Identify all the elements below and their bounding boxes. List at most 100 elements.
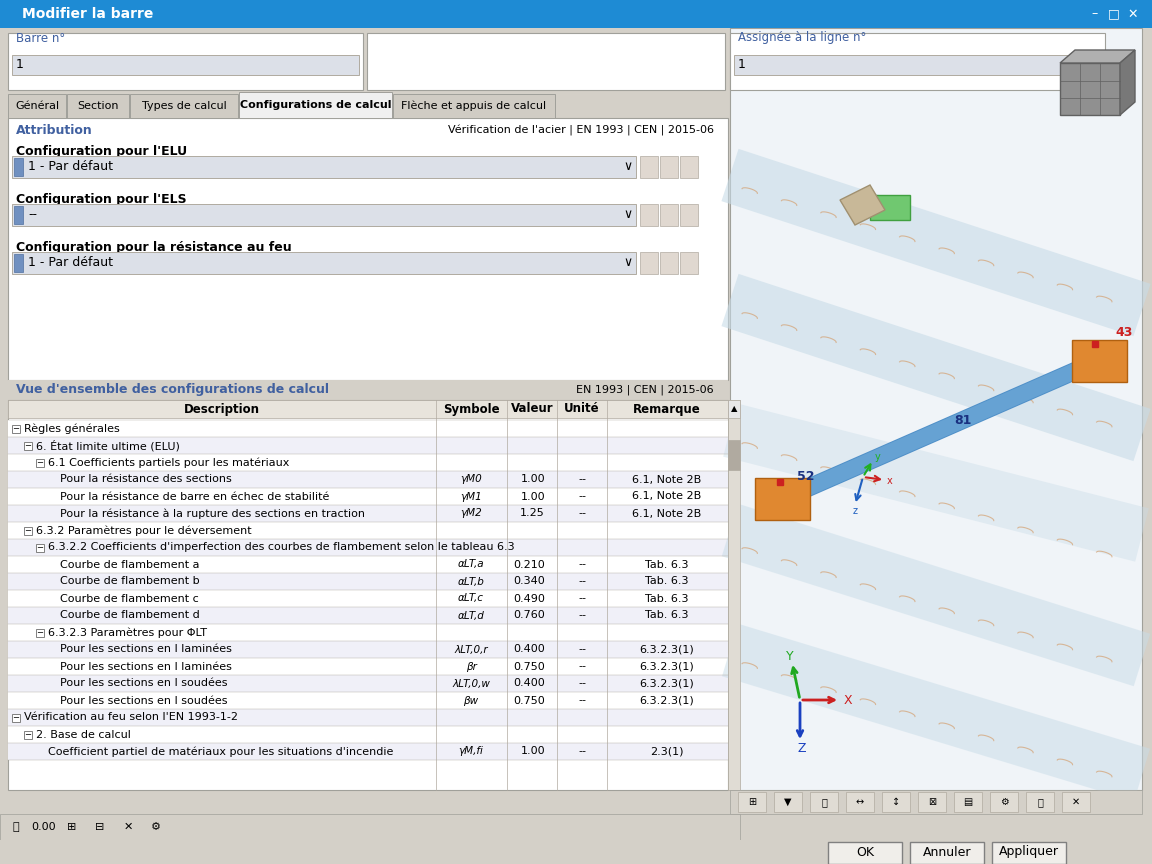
- Bar: [641, 156, 658, 178]
- Bar: [641, 252, 658, 274]
- Text: −: −: [13, 424, 20, 433]
- Polygon shape: [870, 195, 910, 220]
- Text: Configuration pour l'ELS: Configuration pour l'ELS: [16, 194, 187, 206]
- Text: Courbe de flambement d: Courbe de flambement d: [60, 611, 199, 620]
- Bar: [12, 55, 359, 75]
- Text: αLT,b: αLT,b: [457, 576, 485, 587]
- Text: λLT,0,w: λLT,0,w: [452, 678, 490, 689]
- Bar: [8, 33, 363, 90]
- Bar: [238, 92, 392, 118]
- Bar: [8, 420, 728, 437]
- Text: 0.400: 0.400: [514, 678, 545, 689]
- Text: ▤: ▤: [963, 797, 972, 807]
- Text: ⊟: ⊟: [96, 822, 105, 832]
- Bar: [8, 488, 728, 505]
- Text: Pour les sections en I laminées: Pour les sections en I laminées: [60, 662, 232, 671]
- Text: 🔍: 🔍: [13, 822, 20, 832]
- Text: --: --: [578, 611, 586, 620]
- Bar: [8, 94, 66, 118]
- Bar: [8, 726, 728, 743]
- Text: −: −: [37, 458, 44, 467]
- Text: 0.340: 0.340: [514, 576, 545, 587]
- Text: −: −: [37, 543, 44, 552]
- Bar: [1060, 63, 1120, 115]
- Polygon shape: [1120, 50, 1135, 115]
- Bar: [67, 94, 129, 118]
- Bar: [24, 442, 32, 449]
- Text: 0.750: 0.750: [514, 662, 545, 671]
- Text: --: --: [578, 594, 586, 603]
- Text: □: □: [1108, 8, 1120, 21]
- Text: Configurations de calcul: Configurations de calcul: [240, 100, 392, 110]
- Text: −: −: [24, 730, 31, 739]
- Text: γM,fi: γM,fi: [458, 746, 484, 757]
- Text: --: --: [578, 662, 586, 671]
- Text: 0.750: 0.750: [514, 696, 545, 706]
- Polygon shape: [723, 403, 1149, 562]
- Text: −: −: [13, 713, 20, 722]
- Bar: [1076, 55, 1102, 75]
- Bar: [660, 204, 679, 226]
- Text: --: --: [578, 678, 586, 689]
- Text: –: –: [1092, 8, 1098, 21]
- Text: αLT,c: αLT,c: [458, 594, 484, 603]
- Bar: [8, 437, 728, 454]
- Bar: [12, 156, 636, 178]
- Text: Configuration pour l'ELU: Configuration pour l'ELU: [16, 145, 187, 158]
- Bar: [810, 792, 838, 812]
- Text: 6. État limite ultime (ELU): 6. État limite ultime (ELU): [36, 440, 180, 451]
- Bar: [8, 692, 728, 709]
- Bar: [882, 792, 910, 812]
- Text: 👁: 👁: [821, 797, 827, 807]
- Text: Vérification de l'acier | EN 1993 | CEN | 2015-06: Vérification de l'acier | EN 1993 | CEN …: [448, 124, 714, 136]
- Text: 6.3.2.3(1): 6.3.2.3(1): [639, 696, 695, 706]
- Text: 0.490: 0.490: [513, 594, 545, 603]
- Text: Z: Z: [797, 741, 806, 754]
- Polygon shape: [1060, 50, 1135, 63]
- Bar: [14, 206, 23, 224]
- Bar: [8, 675, 728, 692]
- Bar: [730, 28, 1142, 790]
- Bar: [36, 459, 44, 467]
- Polygon shape: [722, 624, 1150, 801]
- Text: 1.25: 1.25: [521, 509, 545, 518]
- Text: Annuler: Annuler: [923, 846, 971, 859]
- Bar: [8, 641, 728, 658]
- Text: ⊞: ⊞: [748, 797, 756, 807]
- Text: z: z: [852, 506, 858, 516]
- Text: Types de calcul: Types de calcul: [142, 101, 227, 111]
- Bar: [680, 204, 698, 226]
- Text: ▲: ▲: [730, 404, 737, 414]
- Text: Modifier la barre: Modifier la barre: [22, 7, 153, 21]
- Bar: [828, 842, 902, 864]
- Bar: [660, 252, 679, 274]
- Text: Pour les sections en I soudées: Pour les sections en I soudées: [60, 696, 227, 706]
- Text: 0.00: 0.00: [32, 822, 56, 832]
- Text: Courbe de flambement b: Courbe de flambement b: [60, 576, 199, 587]
- Bar: [8, 607, 728, 624]
- Text: Coefficient partiel de matériaux pour les situations d'incendie: Coefficient partiel de matériaux pour le…: [48, 746, 393, 757]
- Text: Règles générales: Règles générales: [24, 423, 120, 434]
- Bar: [12, 714, 20, 721]
- Text: --: --: [578, 509, 586, 518]
- Text: 1.00: 1.00: [521, 492, 545, 501]
- Bar: [8, 743, 728, 760]
- Bar: [8, 539, 728, 556]
- Text: Configuration pour la résistance au feu: Configuration pour la résistance au feu: [16, 242, 291, 255]
- Bar: [24, 730, 32, 739]
- Text: 6.3.2 Paramètres pour le déversement: 6.3.2 Paramètres pour le déversement: [36, 525, 251, 536]
- Text: βr: βr: [465, 662, 477, 671]
- Text: --: --: [578, 645, 586, 655]
- Text: --: --: [578, 746, 586, 757]
- Text: Tab. 6.3: Tab. 6.3: [645, 560, 689, 569]
- Text: 1: 1: [738, 59, 745, 72]
- Bar: [1026, 792, 1054, 812]
- Bar: [14, 158, 23, 176]
- Text: 1.00: 1.00: [521, 474, 545, 485]
- Bar: [0, 0, 1152, 28]
- Bar: [8, 400, 728, 790]
- Bar: [730, 33, 1105, 90]
- Text: --: --: [578, 576, 586, 587]
- Bar: [36, 628, 44, 637]
- Bar: [0, 840, 1152, 864]
